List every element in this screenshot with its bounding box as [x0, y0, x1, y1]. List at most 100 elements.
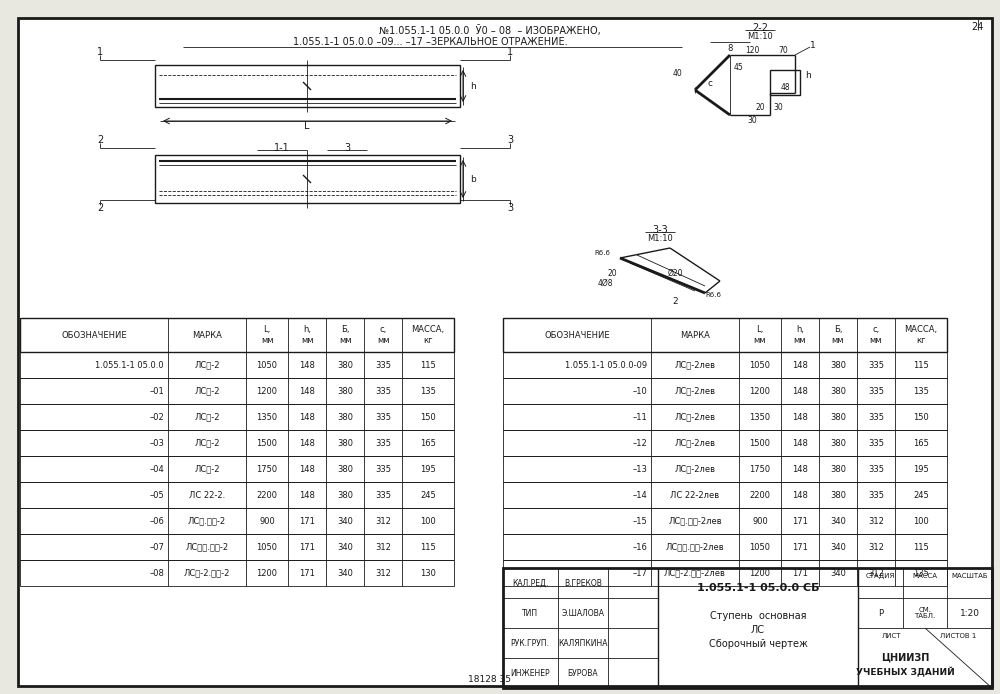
Bar [155, 155, 460, 203]
Text: 171: 171 [792, 516, 808, 525]
Bar [20, 378, 454, 404]
Text: 312: 312 [375, 516, 391, 525]
Text: 2: 2 [97, 203, 103, 213]
Text: 312: 312 [868, 568, 884, 577]
Text: МАССА,
кг: МАССА, кг [904, 325, 938, 345]
Text: –10: –10 [632, 387, 647, 396]
Text: 2: 2 [672, 296, 678, 305]
Text: 148: 148 [792, 491, 808, 500]
Text: №1.055.1-1 05.0.0  Ў0 – 08  – ИЗОБРАЖЕНО,: №1.055.1-1 05.0.0 Ў0 – 08 – ИЗОБРАЖЕНО, [379, 24, 601, 35]
Text: 1.055.1-1 05.0.0: 1.055.1-1 05.0.0 [95, 360, 164, 369]
Text: 8: 8 [727, 44, 733, 53]
Text: 1500: 1500 [750, 439, 770, 448]
Text: 335: 335 [375, 360, 391, 369]
Text: 148: 148 [792, 387, 808, 396]
Text: 45: 45 [733, 62, 743, 71]
Text: 312: 312 [868, 543, 884, 552]
Text: b: b [470, 174, 476, 183]
Text: 340: 340 [337, 516, 353, 525]
Bar [503, 508, 947, 534]
Text: 1750: 1750 [749, 464, 771, 473]
Text: h: h [470, 81, 476, 90]
Bar [503, 318, 947, 352]
Text: 1200: 1200 [256, 387, 278, 396]
Bar [503, 430, 947, 456]
Bar [20, 352, 454, 378]
Text: 40: 40 [672, 69, 682, 78]
Text: –05: –05 [149, 491, 164, 500]
Text: Сборочный чертеж: Сборочный чертеж [709, 639, 807, 649]
Text: 171: 171 [299, 543, 315, 552]
Text: 135: 135 [420, 387, 436, 396]
Text: 245: 245 [913, 491, 929, 500]
Bar [503, 352, 947, 378]
Text: –15: –15 [632, 516, 647, 525]
Text: 335: 335 [868, 464, 884, 473]
Text: ЛС 22-2лев: ЛС 22-2лев [670, 491, 720, 500]
Text: 2-2: 2-2 [752, 23, 768, 33]
Text: 340: 340 [337, 568, 353, 577]
Text: –16: –16 [632, 543, 647, 552]
Text: ЦНИИЗП: ЦНИИЗП [881, 653, 929, 663]
Text: ЛСᄐ-2: ЛСᄐ-2 [194, 360, 220, 369]
Text: КАЛЯПКИНА: КАЛЯПКИНА [558, 638, 608, 648]
Text: 1050: 1050 [256, 543, 278, 552]
Text: 148: 148 [299, 439, 315, 448]
Text: 380: 380 [830, 360, 846, 369]
Text: 380: 380 [337, 491, 353, 500]
Text: Э.ШАЛОВА: Э.ШАЛОВА [562, 609, 604, 618]
Text: h,
мм: h, мм [794, 325, 806, 345]
Text: 1200: 1200 [256, 568, 278, 577]
Text: МАСШТАБ: МАСШТАБ [951, 573, 988, 579]
Text: ЛСᄐ-2: ЛСᄐ-2 [194, 387, 220, 396]
Text: РУК.ГРУП.: РУК.ГРУП. [511, 638, 550, 648]
Text: 380: 380 [337, 387, 353, 396]
Text: 3: 3 [507, 135, 513, 145]
Text: ТИП: ТИП [522, 609, 538, 618]
Text: 171: 171 [299, 516, 315, 525]
Text: 148: 148 [792, 439, 808, 448]
Text: –12: –12 [632, 439, 647, 448]
Bar [770, 70, 800, 95]
Text: 380: 380 [337, 439, 353, 448]
Text: 4Ø8: 4Ø8 [598, 278, 613, 287]
Text: 335: 335 [375, 464, 391, 473]
Text: БУРОВА: БУРОВА [568, 668, 598, 677]
Text: 1050: 1050 [256, 360, 278, 369]
Text: ОБОЗНАЧЕНИЕ: ОБОЗНАЧЕНИЕ [61, 330, 127, 339]
Bar [20, 404, 454, 430]
Text: 2200: 2200 [256, 491, 278, 500]
Text: ЛСᄐ-2.ᄐᄐ-2: ЛСᄐ-2.ᄐᄐ-2 [184, 568, 230, 577]
Text: L: L [304, 121, 310, 131]
Text: 380: 380 [337, 360, 353, 369]
Text: ЛСᄐ-2лев: ЛСᄐ-2лев [674, 439, 716, 448]
Text: 340: 340 [337, 543, 353, 552]
Text: ЛСᄐ.ᄐᄐ-2лев: ЛСᄐ.ᄐᄐ-2лев [668, 516, 722, 525]
Text: 165: 165 [913, 439, 929, 448]
Text: Р: Р [878, 609, 883, 618]
Text: –08: –08 [149, 568, 164, 577]
Text: 2200: 2200 [750, 491, 770, 500]
Text: 3: 3 [507, 203, 513, 213]
Text: 335: 335 [375, 387, 391, 396]
Bar [503, 456, 947, 482]
Text: 1350: 1350 [256, 412, 278, 421]
Bar [503, 568, 992, 688]
Text: 150: 150 [420, 412, 436, 421]
Text: 148: 148 [299, 360, 315, 369]
Text: L,
мм: L, мм [261, 325, 273, 345]
Text: 335: 335 [868, 439, 884, 448]
Text: 48: 48 [780, 83, 790, 92]
Text: R6.6: R6.6 [705, 292, 721, 298]
Text: R6.6: R6.6 [594, 250, 610, 256]
Text: МАРКА: МАРКА [192, 330, 222, 339]
Text: ОБОЗНАЧЕНИЕ: ОБОЗНАЧЕНИЕ [544, 330, 610, 339]
Text: ЛИСТ: ЛИСТ [882, 633, 901, 639]
Text: Ø20: Ø20 [667, 269, 683, 278]
Text: МАССА,
кг: МАССА, кг [411, 325, 445, 345]
Text: –04: –04 [149, 464, 164, 473]
Text: 30: 30 [747, 115, 757, 124]
Text: 312: 312 [375, 568, 391, 577]
Bar [20, 508, 454, 534]
Bar [20, 560, 454, 586]
